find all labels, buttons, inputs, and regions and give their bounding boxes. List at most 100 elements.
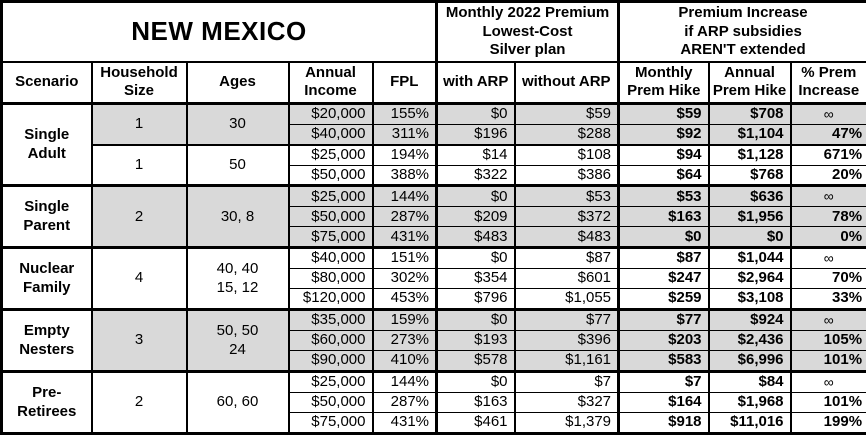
table-row: $50,000 388% $322 $386 $64 $768 20% [2, 164, 866, 187]
fpl-cell: 431% [371, 412, 438, 434]
without-arp-cell: $327 [513, 391, 620, 414]
income-cell: $40,000 [287, 246, 374, 270]
table-row: $80,000 302% $354 $601 $247 $2,964 70% [2, 268, 866, 290]
fpl-cell: 287% [371, 206, 438, 228]
monthly-hike-cell: $203 [617, 330, 710, 352]
without-arp-cell: $386 [513, 164, 620, 187]
ages-cell: 60, 60 [185, 370, 290, 434]
income-cell: $50,000 [287, 391, 374, 414]
table-row: Empty Nesters 3 50, 50 24 $35,000 159% $0 $77 $… [0, 308, 866, 373]
pct-increase-cell: 70% [789, 268, 866, 290]
without-arp-cell: $108 [513, 143, 620, 166]
fpl-cell: 151% [371, 246, 438, 270]
col-header-with-arp: with ARP [435, 60, 516, 105]
table-row: Single Adult 1 30 $20,000 155% $0 $59 $59 $708 ∞ [0, 102, 866, 187]
income-cell: $50,000 [287, 164, 374, 187]
annual-hike-cell: $3,108 [707, 288, 792, 311]
fpl-cell: 159% [371, 308, 438, 332]
scenario-cell: Nuclear Family [0, 246, 93, 311]
table-row: $50,000 287% $163 $327 $164 $1,968 101% [2, 391, 866, 414]
with-arp-cell: $796 [435, 288, 516, 311]
table-row: $60,000 273% $193 $396 $203 $2,436 105% [2, 330, 866, 352]
table-row: 1 50 $25,000 194% $14 $108 $94 $1,128 671% [2, 143, 866, 187]
income-cell: $75,000 [287, 226, 374, 249]
without-arp-cell: $396 [513, 330, 620, 352]
income-cell: $50,000 [287, 206, 374, 228]
fpl-cell: 287% [371, 391, 438, 414]
income-cell: $35,000 [287, 308, 374, 332]
monthly-hike-cell: $164 [617, 391, 710, 414]
fpl-cell: 453% [371, 288, 438, 311]
scenario-cell: Empty Nesters [0, 308, 93, 373]
with-arp-cell: $0 [435, 246, 516, 270]
monthly-hike-cell: $53 [617, 184, 710, 208]
household-size-cell: 1 [90, 143, 188, 187]
household-size-cell: 1 [90, 102, 188, 146]
col-header-annual-prem-hike: Annual Prem Hike [707, 60, 792, 105]
table-row: $90,000 410% $578 $1,161 $583 $6,996 101% [2, 350, 866, 373]
monthly-hike-cell: $0 [617, 226, 710, 249]
annual-hike-cell: $1,044 [707, 246, 792, 270]
income-cell: $75,000 [287, 412, 374, 434]
monthly-hike-cell: $259 [617, 288, 710, 311]
monthly-hike-cell: $64 [617, 164, 710, 187]
pct-increase-cell: ∞ [789, 308, 866, 332]
scenario-cell: Single Parent [0, 184, 93, 249]
without-arp-cell: $77 [513, 308, 620, 332]
monthly-hike-cell: $77 [617, 308, 710, 332]
table-row: $40,000 311% $196 $288 $92 $1,104 47% [2, 123, 866, 146]
monthly-hike-cell: $87 [617, 246, 710, 270]
with-arp-cell: $0 [435, 370, 516, 393]
title-row: NEW MEXICO Monthly 2022 Premium Lowest-C… [0, 0, 866, 63]
ages-cell: 30 [185, 102, 290, 146]
household-size-cell: 2 [90, 370, 188, 434]
with-arp-cell: $461 [435, 412, 516, 434]
col-header-monthly-prem-hike: Monthly Prem Hike [617, 60, 710, 105]
without-arp-cell: $1,055 [513, 288, 620, 311]
with-arp-cell: $0 [435, 103, 516, 125]
annual-hike-cell: $708 [707, 103, 792, 125]
pct-increase-cell: 78% [789, 206, 866, 228]
col-header-scenario: Scenario [0, 60, 93, 105]
without-arp-cell: $601 [513, 268, 620, 290]
fpl-cell: 155% [371, 103, 438, 125]
pct-increase-cell: ∞ [789, 370, 866, 393]
col-header-household-size: Household Size [90, 60, 188, 105]
pct-increase-cell: 101% [789, 391, 866, 414]
fpl-cell: 273% [371, 330, 438, 352]
increase-group-header: Premium Increase if ARP subsidies AREN'T… [617, 0, 866, 63]
without-arp-cell: $7 [513, 370, 620, 393]
ages-cell: 30, 8 [185, 184, 290, 249]
monthly-hike-cell: $7 [617, 370, 710, 393]
annual-hike-cell: $11,016 [707, 412, 792, 434]
col-header-ages: Ages [185, 60, 290, 105]
table-row: Single Parent 2 30, 8 $25,000 144% $0 $53 $53 $6… [0, 184, 866, 249]
income-cell: $25,000 [287, 184, 374, 208]
col-header-without-arp: without ARP [513, 60, 620, 105]
annual-hike-cell: $768 [707, 164, 792, 187]
table-row: $75,000 431% $483 $483 $0 $0 0% [2, 226, 866, 249]
pct-increase-cell: 105% [789, 330, 866, 352]
monthly-hike-cell: $918 [617, 412, 710, 434]
annual-hike-cell: $0 [707, 226, 792, 249]
pct-increase-cell: 671% [789, 143, 866, 166]
fpl-cell: 144% [371, 370, 438, 393]
household-size-cell: 2 [90, 184, 188, 249]
with-arp-cell: $196 [435, 123, 516, 146]
household-size-cell: 4 [90, 246, 188, 311]
with-arp-cell: $483 [435, 226, 516, 249]
annual-hike-cell: $2,964 [707, 268, 792, 290]
col-header-fpl: FPL [371, 60, 438, 105]
fpl-cell: 302% [371, 268, 438, 290]
fpl-cell: 194% [371, 143, 438, 166]
income-cell: $20,000 [287, 103, 374, 125]
fpl-cell: 311% [371, 123, 438, 146]
table-row: $50,000 287% $209 $372 $163 $1,956 78% [2, 206, 866, 228]
without-arp-cell: $59 [513, 103, 620, 125]
income-cell: $25,000 [287, 143, 374, 166]
without-arp-cell: $1,379 [513, 412, 620, 434]
ages-cell: 50, 50 24 [185, 308, 290, 373]
monthly-hike-cell: $92 [617, 123, 710, 146]
monthly-hike-cell: $59 [617, 103, 710, 125]
